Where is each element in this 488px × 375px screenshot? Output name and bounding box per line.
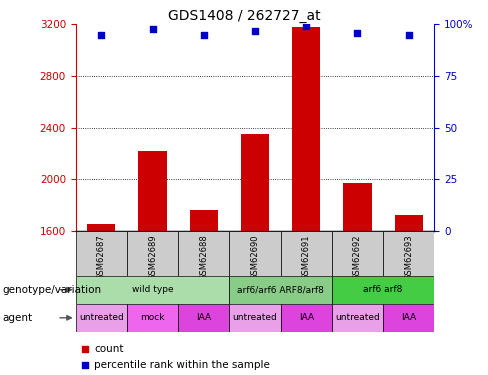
Bar <box>139 151 166 231</box>
Bar <box>241 134 269 231</box>
Point <box>98 32 105 38</box>
Text: GSM62692: GSM62692 <box>353 234 362 280</box>
Text: arf6/arf6 ARF8/arf8: arf6/arf6 ARF8/arf8 <box>237 285 324 294</box>
Text: untreated: untreated <box>335 314 380 322</box>
Bar <box>178 304 229 332</box>
Bar <box>87 224 115 231</box>
Bar <box>344 183 371 231</box>
Text: count: count <box>94 344 123 354</box>
Point <box>81 362 89 368</box>
Point <box>303 23 310 30</box>
Text: GSM62693: GSM62693 <box>404 234 413 280</box>
Bar <box>229 276 332 304</box>
Bar <box>332 304 383 332</box>
Bar <box>190 210 218 231</box>
Text: GSM62687: GSM62687 <box>97 234 106 280</box>
Bar <box>178 231 229 276</box>
Bar <box>76 231 127 276</box>
Text: mock: mock <box>140 314 165 322</box>
Point <box>149 26 157 32</box>
Text: untreated: untreated <box>79 314 123 322</box>
Bar <box>332 276 434 304</box>
Bar <box>127 231 178 276</box>
Text: GSM62689: GSM62689 <box>148 234 157 280</box>
Bar <box>332 231 383 276</box>
Text: agent: agent <box>2 313 33 323</box>
Text: GSM62690: GSM62690 <box>250 234 260 280</box>
Bar <box>383 304 434 332</box>
Bar <box>229 304 281 332</box>
Bar <box>229 231 281 276</box>
Text: arf6 arf8: arf6 arf8 <box>364 285 403 294</box>
Point <box>251 28 259 34</box>
Bar <box>281 304 332 332</box>
Bar <box>383 231 434 276</box>
Text: GSM62688: GSM62688 <box>199 234 208 280</box>
Text: genotype/variation: genotype/variation <box>2 285 102 295</box>
Point <box>354 30 362 36</box>
Point <box>405 32 413 38</box>
Point <box>200 32 208 38</box>
Bar <box>127 304 178 332</box>
Text: untreated: untreated <box>233 314 277 322</box>
Text: IAA: IAA <box>299 314 314 322</box>
Bar <box>395 215 423 231</box>
Point <box>81 346 89 352</box>
Text: GDS1408 / 262727_at: GDS1408 / 262727_at <box>168 9 320 23</box>
Bar <box>292 27 320 231</box>
Text: GSM62691: GSM62691 <box>302 234 311 280</box>
Text: IAA: IAA <box>401 314 416 322</box>
Bar <box>76 276 229 304</box>
Bar <box>76 304 127 332</box>
Bar <box>281 231 332 276</box>
Text: percentile rank within the sample: percentile rank within the sample <box>94 360 270 370</box>
Text: IAA: IAA <box>196 314 211 322</box>
Text: wild type: wild type <box>132 285 173 294</box>
